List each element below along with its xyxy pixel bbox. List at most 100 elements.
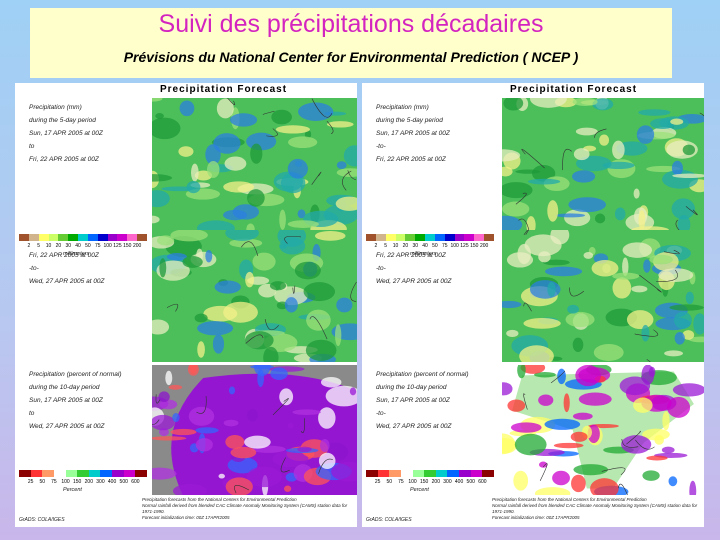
footer-line: Normal rainfall derived from blended CAC… [492,503,698,514]
map-shape [671,198,695,220]
map-shape [572,337,584,352]
map-shape [601,467,626,476]
legend-swatch [137,234,148,241]
section-line: Sun, 17 APR 2005 at 00Z [29,397,103,404]
map-shape [223,301,258,323]
legend-swatch [415,234,426,241]
map-shape [502,166,513,177]
map-shape [663,249,680,255]
map-shape [152,414,175,431]
map-shape [635,439,655,450]
legend-tick-label: 500 [466,479,475,485]
map-shape [284,235,302,244]
legend-swatch [482,470,495,477]
map-shape [305,339,337,361]
map-shape [538,394,554,406]
map-shape [570,431,588,442]
map-shape [336,297,353,313]
legend-tick-label: 300 [443,479,452,485]
map-shape [575,365,601,387]
map-shape [547,281,556,297]
map-shape [325,385,357,407]
map-shape [529,280,561,299]
map-shape [257,369,265,388]
map-shape [306,309,331,331]
map-shape [534,487,571,495]
map-shape [510,422,542,433]
legend-tick-label: 200 [479,243,489,249]
map-shape [223,419,239,427]
map-shape [675,219,680,230]
map-shape [229,238,263,248]
map-shape [590,478,619,495]
legend-tick-label: 400 [107,479,117,485]
map-shape [292,409,321,416]
map-shape [682,330,695,340]
section-line: Fri, 22 APR 2005 at 00Z [29,252,99,259]
map-shape [685,291,694,305]
map-shape [668,476,678,487]
map-shape [152,419,160,425]
legend-tick-label: 2 [374,243,378,249]
map-shape [245,271,255,288]
figure-heading: Precipitation Forecast [510,84,638,95]
legend-swatch [68,234,79,241]
section-line: during the 10-day period [29,384,100,391]
legend-tick-label: 20 [55,243,62,249]
legend-swatch [424,470,437,477]
legend-swatch [377,470,390,477]
map-shape [247,189,265,207]
map-shape [152,98,163,102]
map-shape [622,242,653,258]
legend-swatch [447,470,460,477]
forecast-map [152,365,357,495]
map-shape [224,156,247,171]
map-shape [520,365,546,374]
map-shape [502,201,530,217]
legend-tick-label: 100 [450,243,459,249]
map-shape [639,274,662,293]
legend-tick-label: 75 [441,243,448,249]
map-shape [292,285,296,294]
legend-swatch [30,470,43,477]
map-shape [573,464,609,476]
map-shape [159,399,178,410]
map-shape [343,145,357,167]
map-shape [311,98,333,118]
footer-line: Forecast initialization time: 00Z 17APR2… [142,515,230,520]
map-shape [523,393,528,410]
legend-swatch [100,470,113,477]
legend-tick-label: 5 [384,243,388,249]
map-shape [518,218,530,230]
map-shape [544,266,583,277]
legend-tick-label: 200 [84,479,93,485]
map-shape [334,324,342,347]
map-shape [521,148,545,169]
legend-tick-label: 75 [94,243,101,249]
map-shape [658,268,694,282]
section-line: Sun, 17 APR 2005 at 00Z [376,130,450,137]
map-shape [633,188,640,199]
legend-swatch [385,234,397,241]
map-shape [626,430,641,445]
map-shape [159,258,167,278]
forecast-map [152,98,357,230]
credit: GrADS: COLA/IGES [366,517,412,523]
map-shape [186,180,201,194]
map-shape [662,411,670,431]
map-shape [247,408,259,422]
legend-tick-label: 50 [386,479,393,485]
legend-swatch [389,470,402,477]
legend-tick-label: 75 [398,479,404,485]
legend-swatch [87,234,99,241]
map-shape [319,438,330,453]
map-shape [542,259,570,266]
map-shape [502,149,521,162]
map-shape [528,178,561,185]
map-shape [599,134,610,146]
legend-swatch [395,234,406,241]
map-shape [294,261,321,280]
map-shape [331,461,357,482]
legend-tick-label: 40 [422,243,428,249]
section-line: Wed, 27 APR 2005 at 00Z [376,278,452,285]
